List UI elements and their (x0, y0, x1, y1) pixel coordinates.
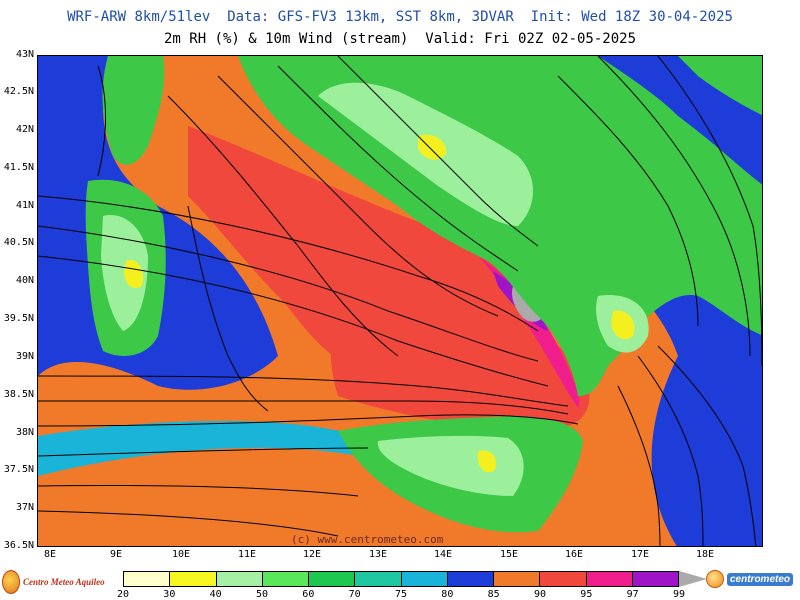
colorbar-tick-label: 30 (163, 589, 176, 600)
streamline (187, 205, 269, 412)
streamline (557, 75, 699, 327)
colorbar-segment (540, 572, 587, 586)
lat-label: 38.5N (3, 389, 34, 400)
streamline (38, 484, 359, 497)
colorbar-tick-label: 95 (580, 589, 593, 600)
colorbar-segment (309, 572, 356, 586)
streamline (217, 75, 499, 317)
watermark-text: (c) www.centrometeo.com (291, 533, 444, 546)
lon-label: 15E (499, 549, 519, 560)
centro-meteo-aquileo-logo: Centro Meteo Aquileo (2, 570, 105, 594)
lat-label: 41.5N (3, 162, 34, 173)
streamline (38, 447, 369, 457)
lon-label: 14E (433, 549, 453, 560)
lat-label: 40.5N (3, 237, 34, 248)
colorbar-tick-label: 85 (487, 589, 500, 600)
colorbar-tick-label: 80 (441, 589, 454, 600)
map-title-line1: WRF-ARW 8km/51lev Data: GFS-FV3 13km, SS… (67, 9, 733, 25)
colorbar-segment (586, 572, 633, 586)
sun-logo-icon (706, 570, 724, 588)
lat-label: 42.5N (3, 86, 34, 97)
colorbar-tick-label: 90 (533, 589, 547, 600)
rh-wind-map: (c) www.centrometeo.com (37, 55, 763, 547)
colorbar-overflow-arrow (679, 571, 707, 587)
colorbar-tick-label: 99 (672, 589, 686, 600)
streamline (637, 355, 704, 546)
streamline (38, 195, 539, 332)
rh-colorbar (123, 571, 679, 587)
lat-label: 37.5N (3, 464, 34, 475)
lat-label: 39.5N (3, 313, 34, 324)
streamline (617, 385, 661, 546)
streamline (277, 65, 519, 272)
colorbar-tick-label: 20 (116, 589, 130, 600)
streamline (38, 375, 569, 407)
colorbar-segment (447, 572, 494, 586)
lat-label: 37N (15, 502, 34, 513)
streamline (38, 255, 549, 387)
logo-left-text: Centro Meteo Aquileo (23, 577, 105, 587)
streamline (38, 400, 569, 415)
land-calabria-yellow (611, 310, 635, 340)
wind-streamlines (38, 56, 762, 546)
lon-label: 8E (43, 549, 57, 560)
lat-label: 43N (15, 49, 34, 60)
colorbar-tick-label: 97 (626, 589, 639, 600)
sea-magenta-strip (478, 256, 580, 408)
land-mainland-yellow (418, 134, 447, 160)
streamline (167, 95, 399, 357)
lat-label: 38N (15, 427, 34, 438)
map-canvas (38, 56, 762, 546)
streamline (97, 65, 106, 177)
lat-label: 42N (15, 124, 34, 135)
sun-logo-icon (2, 570, 20, 594)
logo-right-text: centrometeo (727, 572, 794, 586)
streamline (337, 56, 539, 247)
lat-label: 41N (15, 200, 34, 211)
colorbar-tick-label: 40 (209, 589, 222, 600)
land-sicily-light (377, 435, 524, 496)
lon-label: 9E (109, 549, 123, 560)
land-balkans (678, 56, 762, 116)
lat-label: 40N (15, 275, 34, 286)
lon-label: 11E (237, 549, 257, 560)
lon-label: 17E (630, 549, 650, 560)
centrometeo-logo: centrometeo (706, 570, 794, 588)
map-title-line2: 2m RH (%) & 10m Wind (stream) Valid: Fri… (163, 31, 636, 47)
colorbar-segment (170, 572, 217, 586)
colorbar-segment (494, 572, 541, 586)
colorbar-segment (216, 572, 263, 586)
sea-blue-band-south (38, 421, 358, 476)
land-corsica (102, 56, 165, 165)
streamline (597, 56, 751, 357)
lat-label: 36.5N (3, 540, 34, 551)
colorbar-tick-label: 75 (394, 589, 408, 600)
streamline (38, 225, 539, 362)
streamline (657, 345, 757, 546)
colorbar-tick-label: 70 (348, 589, 361, 600)
colorbar-segment (632, 572, 678, 586)
lon-label: 16E (564, 549, 584, 560)
streamline (38, 414, 579, 427)
lon-label: 13E (368, 549, 388, 560)
colorbar-segment (262, 572, 309, 586)
lon-label: 12E (302, 549, 322, 560)
lon-label: 10E (171, 549, 191, 560)
streamline (38, 510, 339, 537)
colorbar-segment (355, 572, 402, 586)
colorbar-tick-label: 50 (255, 589, 269, 600)
colorbar-segment (401, 572, 448, 586)
lon-label: 18E (695, 549, 715, 560)
land-sardinia-yellow (124, 260, 144, 289)
lat-label: 39N (15, 351, 34, 362)
colorbar-tick-label: 60 (302, 589, 315, 600)
land-sicily-yellow (477, 450, 497, 473)
sea-high-rh-center (330, 296, 590, 429)
colorbar-segment (124, 572, 171, 586)
streamline (657, 56, 762, 367)
